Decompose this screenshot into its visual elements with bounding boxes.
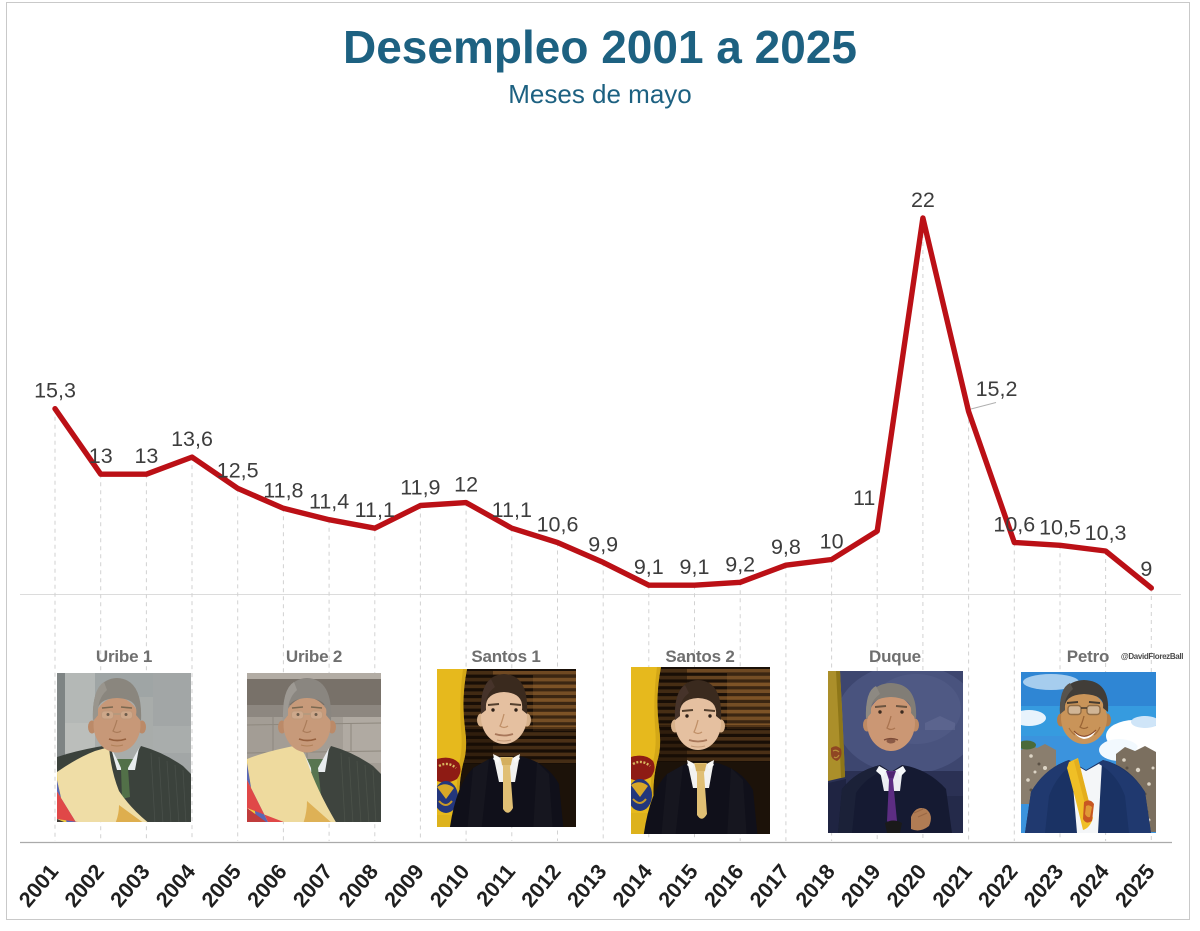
svg-text:11,1: 11,1 (492, 498, 532, 522)
svg-text:Uribe 1: Uribe 1 (96, 647, 152, 666)
svg-text:13: 13 (134, 444, 158, 468)
svg-text:12,5: 12,5 (217, 458, 259, 482)
svg-text:9,2: 9,2 (725, 552, 755, 576)
svg-text:Duque: Duque (869, 647, 921, 666)
svg-text:Santos 1: Santos 1 (471, 647, 540, 666)
svg-text:11,4: 11,4 (309, 490, 349, 514)
svg-text:@DavidFlorezBall: @DavidFlorezBall (1121, 652, 1183, 661)
svg-text:Desempleo 2001 a 2025: Desempleo 2001 a 2025 (343, 21, 857, 73)
svg-text:10,3: 10,3 (1085, 521, 1127, 545)
svg-text:10,5: 10,5 (1039, 515, 1081, 539)
svg-text:10: 10 (820, 530, 844, 554)
svg-text:Santos 2: Santos 2 (665, 647, 734, 666)
svg-text:9,8: 9,8 (771, 535, 801, 559)
svg-text:10,6: 10,6 (993, 513, 1035, 537)
svg-text:9,1: 9,1 (680, 555, 710, 579)
svg-text:10,6: 10,6 (537, 513, 579, 537)
svg-text:11,9: 11,9 (400, 476, 440, 500)
svg-text:15,3: 15,3 (34, 379, 76, 403)
svg-text:22: 22 (911, 188, 935, 212)
svg-text:15,2: 15,2 (976, 377, 1018, 401)
svg-text:11,8: 11,8 (263, 478, 303, 502)
svg-text:13,6: 13,6 (171, 427, 213, 451)
svg-text:Meses de mayo: Meses de mayo (508, 79, 692, 109)
svg-text:11: 11 (853, 486, 875, 510)
svg-text:9,9: 9,9 (588, 532, 618, 556)
svg-text:9,1: 9,1 (634, 555, 664, 579)
svg-text:13: 13 (89, 444, 113, 468)
svg-text:Uribe 2: Uribe 2 (286, 647, 342, 666)
svg-text:11,1: 11,1 (355, 498, 395, 522)
svg-text:9: 9 (1140, 557, 1152, 581)
svg-text:12: 12 (454, 473, 478, 497)
svg-text:Petro: Petro (1067, 647, 1109, 666)
